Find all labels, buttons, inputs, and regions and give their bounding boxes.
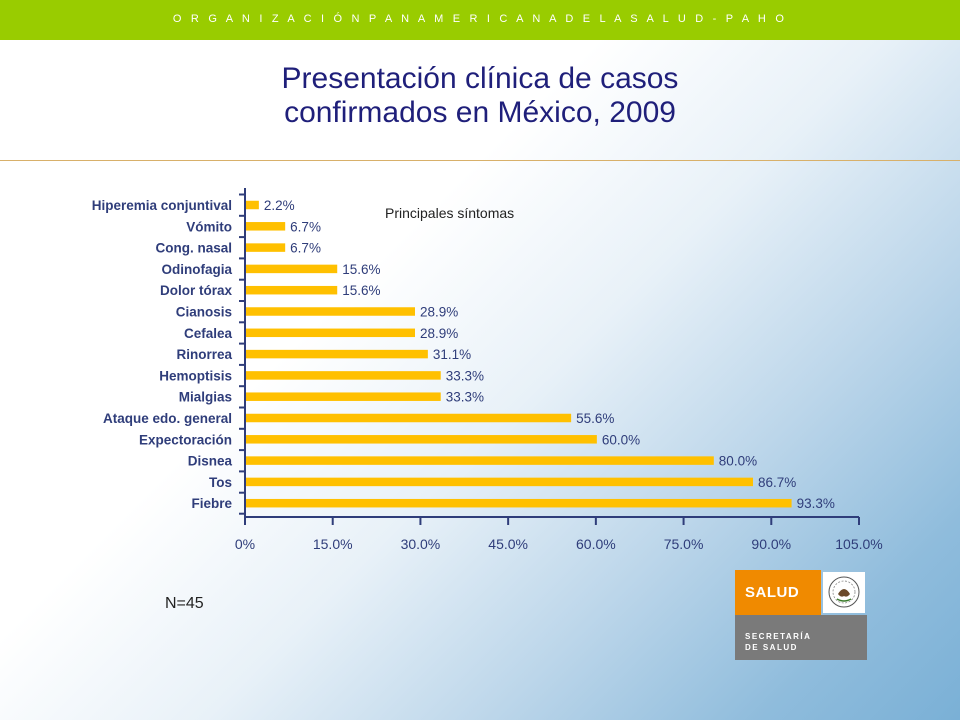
bar [246, 349, 428, 359]
eagle-emblem-icon [823, 572, 865, 613]
category-label: Cefalea [184, 326, 233, 341]
symptom-bar-chart: 0% 15.0% 30.0% 45.0% 60.0% 75.0% 90.0% 105.0% Hi… [92, 188, 883, 552]
category-label: Vómito [186, 219, 232, 234]
category-label: Hiperemia conjuntival [92, 198, 232, 213]
title-divider [0, 160, 960, 161]
x-tick-label: 105.0% [835, 536, 882, 552]
value-label: 55.6% [576, 411, 614, 426]
logo-bottom: SECRETARÍA DE SALUD [735, 615, 867, 660]
slide-title: Presentación clínica de casos confirmado… [180, 62, 780, 130]
value-label: 86.7% [758, 475, 796, 490]
bar [246, 222, 286, 231]
bar [246, 456, 714, 465]
x-tick-label: 45.0% [488, 536, 528, 552]
logo-salud-text: SALUD [745, 584, 800, 601]
x-tick-label: 60.0% [576, 536, 616, 552]
value-label: 80.0% [719, 454, 757, 469]
category-label: Cong. nasal [155, 241, 232, 256]
bar [246, 200, 259, 210]
category-label: Odinofagia [162, 262, 233, 277]
x-tick-label: 15.0% [313, 536, 353, 552]
x-tick-label: 0% [235, 536, 255, 552]
sample-size-label: N=45 [165, 595, 204, 612]
value-label: 33.3% [446, 390, 484, 405]
category-label: Cianosis [176, 305, 232, 320]
category-label: Expectoración [139, 432, 232, 447]
bar [246, 264, 338, 274]
salud-logo: SALUD SECRETARÍA DE SALUD [735, 570, 867, 660]
bar [246, 498, 792, 508]
x-tick-label: 90.0% [751, 536, 791, 552]
bar [246, 371, 441, 380]
logo-de-salud: DE SALUD [745, 643, 798, 652]
bar [246, 307, 415, 316]
value-label: 28.9% [420, 326, 458, 341]
value-label: 6.7% [290, 241, 321, 256]
category-label: Disnea [188, 454, 233, 469]
category-label: Hemoptisis [159, 368, 232, 383]
x-tick-label: 30.0% [401, 536, 441, 552]
value-label: 6.7% [290, 219, 321, 234]
category-label: Rinorrea [176, 347, 232, 362]
bar [246, 328, 415, 338]
value-label: 60.0% [602, 432, 640, 447]
value-label: 15.6% [342, 283, 380, 298]
logo-secretaria-text: SECRETARÍA DE SALUD [745, 631, 811, 653]
top-banner: O R G A N I Z A C I Ó N P A N A M E R I … [0, 0, 960, 40]
organization-name: O R G A N I Z A C I Ó N P A N A M E R I … [172, 13, 788, 25]
bar [246, 392, 441, 401]
category-label: Ataque edo. general [103, 411, 232, 426]
value-label: 93.3% [797, 496, 835, 511]
bar [246, 413, 572, 423]
chart-title: Principales síntomas [385, 205, 515, 221]
bar [246, 477, 753, 487]
category-label: Tos [209, 475, 232, 490]
value-label: 2.2% [264, 198, 295, 213]
title-line-2: confirmados en México, 2009 [284, 96, 676, 129]
bar [246, 243, 286, 252]
value-label: 28.9% [420, 305, 458, 320]
bar [246, 285, 338, 295]
value-label: 15.6% [342, 262, 380, 277]
logo-secretaria: SECRETARÍA [745, 632, 812, 641]
value-label: 31.1% [433, 347, 471, 362]
x-tick-label: 75.0% [664, 536, 704, 552]
logo-top: SALUD [735, 570, 867, 615]
category-label: Fiebre [191, 496, 232, 511]
value-label: 33.3% [446, 368, 484, 383]
title-line-1: Presentación clínica de casos [281, 62, 679, 95]
logo-orange-block: SALUD [735, 570, 821, 615]
category-label: Dolor tórax [160, 283, 233, 298]
category-label: Mialgias [179, 390, 232, 405]
bar [246, 435, 597, 444]
